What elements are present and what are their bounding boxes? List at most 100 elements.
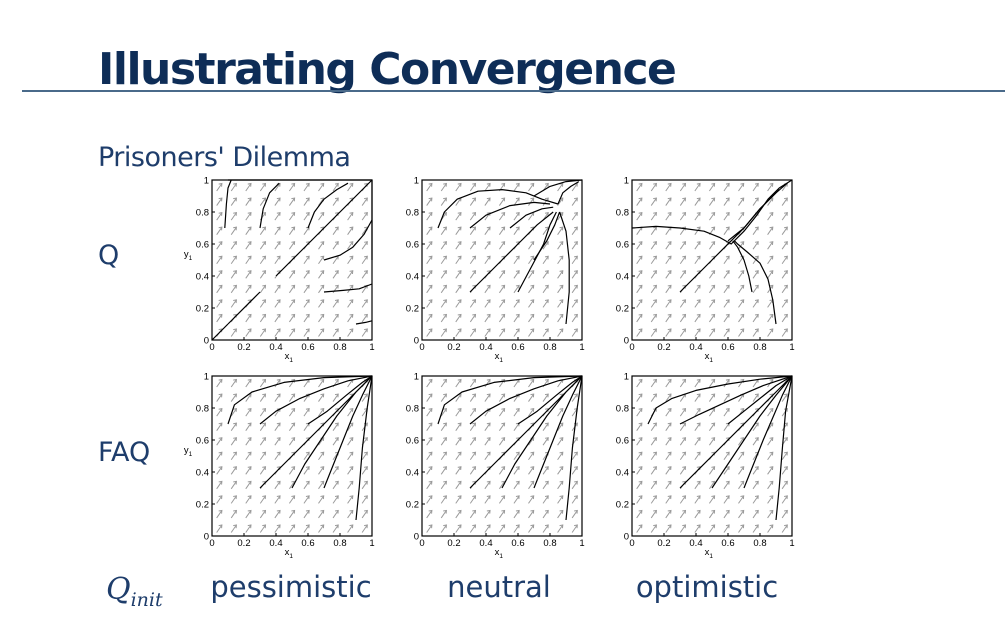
field-arrowhead [320, 451, 325, 456]
field-arrow [332, 393, 339, 402]
field-arrow [216, 299, 223, 308]
field-arrow [738, 328, 745, 337]
trajectory-line [275, 179, 373, 277]
field-arrowhead [725, 226, 730, 231]
field-arrowhead [574, 284, 578, 289]
field-arrowhead [696, 226, 701, 231]
field-arrowhead [725, 466, 730, 471]
field-arrowhead [501, 393, 506, 398]
field-arrow [230, 212, 237, 221]
field-arrow [528, 437, 535, 446]
field-arrowhead [428, 284, 433, 289]
field-arrowhead [305, 328, 310, 333]
field-arrowhead [443, 299, 447, 304]
field-arrowhead [653, 422, 657, 427]
field-arrow [318, 255, 325, 265]
field-arrow [216, 422, 223, 431]
trajectory-line [469, 211, 554, 293]
field-arrowhead [515, 284, 520, 289]
field-arrow [636, 408, 643, 417]
field-arrowhead [574, 328, 578, 333]
field-arrowhead [544, 509, 549, 514]
field-arrow [426, 451, 433, 461]
field-arrow [694, 299, 701, 308]
field-arrow [318, 314, 325, 323]
trajectory-line [291, 375, 373, 489]
field-arrow [484, 241, 491, 250]
field-arrow [361, 393, 368, 402]
field-arrow [484, 226, 491, 235]
field-arrowhead [515, 197, 520, 202]
field-arrow [767, 451, 774, 461]
field-arrowhead [486, 211, 491, 216]
field-arrowhead [653, 437, 657, 441]
field-arrowhead [305, 393, 310, 398]
field-arrowhead [334, 226, 339, 231]
field-arrow [259, 437, 266, 446]
field-arrow [557, 183, 564, 192]
x-tick-label: 1 [789, 538, 794, 549]
field-arrow [752, 466, 759, 475]
field-arrowhead [291, 197, 296, 202]
field-arrowhead [515, 509, 520, 514]
trajectory-line [469, 201, 551, 229]
field-arrow [455, 437, 462, 446]
field-arrow [288, 495, 296, 504]
x-tick-label: 0.4 [269, 538, 282, 549]
field-arrow [723, 299, 730, 308]
field-arrowhead [574, 255, 578, 260]
trajectory-line [533, 375, 583, 489]
field-arrowhead [667, 378, 672, 383]
field-arrow [245, 212, 252, 221]
field-arrow [723, 466, 730, 475]
trajectory-line [323, 219, 373, 261]
field-arrow [216, 379, 223, 388]
field-arrowhead [349, 226, 354, 231]
field-arrow [557, 299, 564, 308]
field-arrow [347, 451, 354, 461]
field-arrow [767, 270, 774, 279]
field-arrow [752, 510, 759, 519]
field-arrow [230, 524, 237, 533]
field-arrow [571, 393, 578, 402]
field-arrowhead [769, 524, 774, 529]
field-arrow [347, 285, 354, 294]
field-arrowhead [559, 466, 564, 471]
field-arrow [347, 481, 354, 490]
field-arrow [426, 183, 433, 192]
x-tick-label: 0.6 [301, 538, 314, 549]
field-arrow [781, 241, 788, 250]
field-arrow [318, 495, 325, 504]
field-arrow [752, 226, 759, 235]
field-arrowhead [653, 284, 657, 289]
field-arrow [259, 393, 266, 402]
field-arrowhead [247, 378, 252, 383]
field-arrow [455, 408, 462, 417]
field-arrow [455, 270, 462, 279]
field-arrowhead [682, 466, 687, 471]
field-arrow [694, 510, 701, 519]
field-arrowhead [501, 284, 506, 289]
field-arrowhead [754, 480, 759, 485]
field-arrowhead [349, 313, 354, 318]
field-arrowhead [262, 451, 267, 456]
x-tick-label: 1 [579, 538, 584, 549]
field-arrowhead [769, 437, 774, 441]
field-arrow [469, 495, 476, 504]
field-arrowhead [682, 241, 687, 245]
field-arrow [303, 314, 310, 323]
field-arrow [245, 183, 252, 192]
field-arrow [752, 495, 759, 504]
field-arrow [513, 226, 520, 235]
field-arrowhead [769, 407, 774, 412]
field-arrowhead [515, 328, 520, 333]
field-arrow [469, 255, 476, 265]
field-arrow [469, 314, 476, 323]
field-arrow [679, 466, 686, 475]
field-arrow [245, 495, 252, 504]
y-tick-label: 0 [204, 532, 209, 543]
field-arrow [455, 524, 462, 533]
field-arrow [245, 255, 252, 265]
field-arrowhead [428, 480, 433, 485]
field-arrow [288, 422, 296, 431]
